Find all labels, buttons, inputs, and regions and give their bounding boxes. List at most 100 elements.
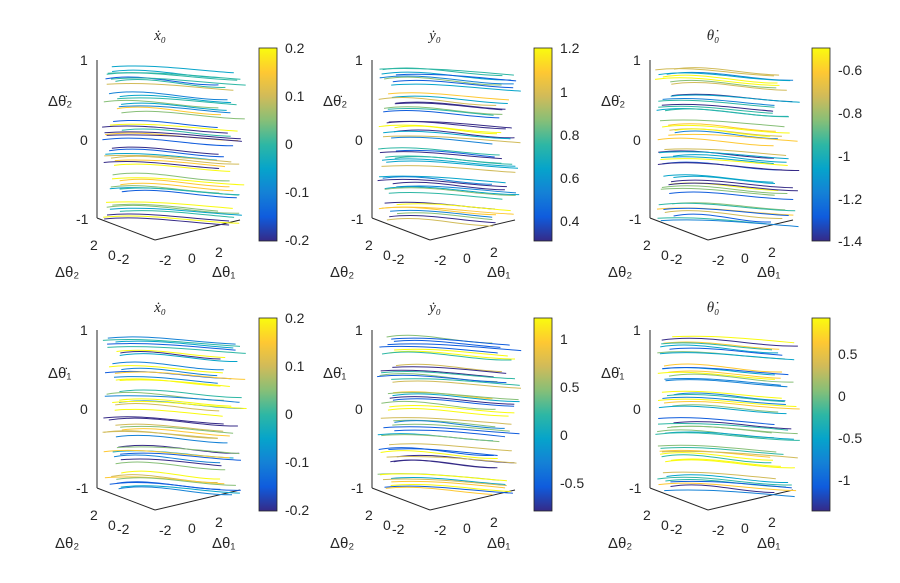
panel-3-zlabel: Δθ̇₂	[601, 93, 625, 110]
panel-3-colorbar: -0.6 -0.8 -1 -1.2 -1.4	[811, 47, 862, 249]
panel-4-cbtick-2: 0.1	[285, 358, 305, 374]
panel-1-ytick-2: 2	[90, 237, 98, 253]
panel-1-contour-line	[105, 201, 233, 209]
panel-4-colorbar: 0.2 0.1 0 -0.1 -0.2	[258, 310, 309, 518]
panel-6-ylabel: Δθ₂	[608, 535, 632, 552]
panel-3-contour-line	[672, 154, 787, 163]
panel-2-contour-line	[394, 125, 498, 135]
panel-6-contour-line	[668, 370, 781, 379]
panel-3-contour-line	[661, 103, 774, 112]
panel-3-contour-line	[673, 67, 780, 76]
panel-5-contour-line	[378, 447, 494, 457]
panel-3-contour-line	[668, 182, 798, 192]
panel-4-contour-line	[113, 454, 221, 464]
panel-4-contour-line	[108, 417, 238, 427]
panel-6-contour-line	[658, 405, 787, 415]
panel-5-contour-line	[394, 429, 506, 438]
panel-6-contour-line	[665, 379, 788, 388]
panel-5-contour-line	[392, 366, 507, 374]
panel-1-contour-line	[120, 182, 234, 192]
panel-2-contour-line	[384, 76, 502, 86]
panel-4-ztick-neg1: -1	[76, 480, 89, 496]
panel-1-contour-line	[109, 148, 224, 158]
panel-5-cbtick-4: -0.5	[560, 475, 584, 491]
panel-1-contour-line	[119, 94, 232, 104]
panel-3-contour-line	[654, 77, 780, 86]
panel-5-ylabel: Δθ₂	[330, 535, 354, 552]
panel-2-ytick-0: 0	[383, 247, 391, 263]
panel-4-contour-line	[107, 336, 236, 345]
panel-5-contour-line	[393, 459, 498, 469]
panel-5-contour-line	[380, 417, 512, 425]
panel-3-y-axis	[707, 219, 794, 241]
panel-3-contour-line	[662, 74, 778, 84]
panel-6-cbtick-1: 0.5	[838, 346, 858, 362]
panel-1-zlabel: Δθ̇₂	[48, 93, 72, 110]
panel-4-contour-line	[121, 428, 230, 437]
panel-2-cbtick-5: 0.4	[560, 213, 580, 229]
panel-4-contour-line	[104, 430, 218, 439]
panel-4-cbtick-3: 0	[285, 406, 293, 422]
panel-2-contour-line	[391, 83, 521, 92]
panel-6-contour-line	[664, 377, 782, 386]
panel-4-x-axis	[96, 487, 156, 511]
panel-5-contour-line	[387, 343, 522, 352]
panel-4-contour-line	[119, 389, 242, 399]
panel-5-contour-line	[389, 405, 515, 414]
panel-2-contours	[377, 67, 521, 227]
panel-3-contour-line	[670, 79, 777, 89]
panel-4-contour-line	[104, 395, 240, 403]
panel-3-contour-line	[672, 202, 786, 211]
panel-4-contour-line	[115, 434, 228, 444]
panel-5-ytick-neg2: -2	[392, 521, 405, 537]
panel-2-contour-line	[395, 73, 517, 82]
panel-2-ytick-2: 2	[365, 237, 373, 253]
panel-3-xtick-neg2: -2	[712, 252, 725, 268]
panel-6-contour-line	[667, 425, 798, 435]
panel-5-cbtick-1: 1	[560, 331, 568, 347]
panel-4-contour-line	[102, 339, 241, 347]
panel-1-contour-line	[113, 163, 231, 172]
panel-1-contour-line	[121, 102, 227, 111]
panel-2-xtick-2: 2	[490, 244, 498, 260]
panel-4-contour-line	[121, 470, 221, 480]
panel-5-contour-line	[392, 398, 515, 407]
panel-2-cbtick-1: 1.2	[560, 40, 580, 56]
panel-1-xtick-0: 0	[188, 250, 196, 266]
panel-6-contour-line	[660, 452, 774, 461]
panel-1-contour-line	[111, 177, 245, 186]
panel-1-contour-line	[121, 189, 237, 199]
panel-5-xtick-neg2: -2	[434, 522, 447, 538]
panel-6-contour-line	[660, 446, 784, 455]
panel-2-contour-line	[383, 106, 503, 115]
panel-1-x-axis	[96, 217, 156, 241]
panel-2-contour-line	[384, 186, 520, 196]
panel-5-colorbar: 1 0.5 0 -0.5	[533, 317, 584, 512]
panel-1-contour-line	[109, 123, 238, 132]
panel-5-contour-line	[390, 483, 511, 492]
panel-6-colorbar: 0.5 0 -0.5 -1	[811, 317, 862, 512]
panel-2-contour-line	[386, 120, 506, 130]
panel-4-contour-line	[116, 477, 236, 486]
panel-3-contour-line	[657, 137, 774, 147]
panel-4-contour-line	[107, 343, 236, 351]
panel-1-y-axis	[154, 219, 241, 241]
panel-4: ẋ₀ 1 0 -1 Δθ̇₁ 2 0 -2 -2 0 2 Δθ₂ Δθ₁ 0.2…	[48, 300, 309, 552]
panel-6-contour-line	[657, 476, 792, 486]
panel-4-contour-line	[112, 361, 224, 371]
panel-5-contour-line	[387, 408, 509, 417]
panel-1-contour-line	[118, 105, 231, 114]
panel-4-zlabel: Δθ̇₁	[48, 365, 71, 382]
panel-4-contour-line	[119, 398, 232, 407]
panel-1-contour-line	[106, 72, 238, 81]
panel-3-ztick-0: 0	[633, 132, 641, 148]
panel-1-xlabel: Δθ₁	[212, 264, 235, 281]
panel-2-contour-line	[390, 209, 493, 218]
panel-5: ẏ₀ 1 0 -1 Δθ̇₁ 2 0 -2 -2 0 2 Δθ₂ Δθ₁ 1 0…	[323, 300, 584, 552]
panel-1-contour-line	[106, 134, 242, 142]
panel-5-contour-line	[393, 339, 501, 348]
panel-3-ztick-neg1: -1	[629, 211, 642, 227]
panel-1-contour-line	[104, 154, 232, 163]
panel-6-contour-line	[661, 337, 798, 347]
